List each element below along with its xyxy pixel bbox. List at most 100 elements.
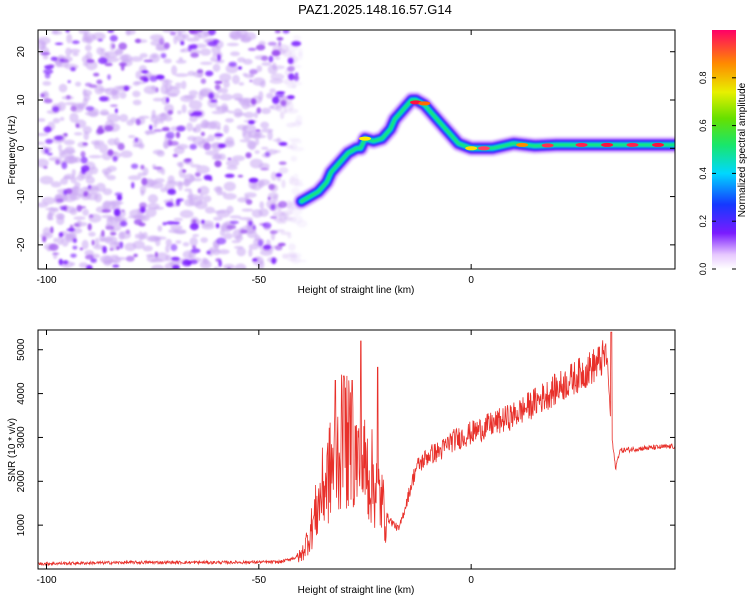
noise-speckle xyxy=(216,209,231,218)
noise-speckle xyxy=(38,132,49,137)
noise-speckle xyxy=(238,82,245,86)
noise-speckle xyxy=(245,199,253,205)
noise-speckle xyxy=(182,242,190,247)
x-tick-label: -50 xyxy=(252,575,267,586)
noise-speckle xyxy=(151,85,157,91)
noise-speckle xyxy=(102,246,107,254)
noise-speckle xyxy=(214,160,222,168)
noise-speckle xyxy=(263,244,272,250)
noise-speckle xyxy=(201,219,205,224)
noise-speckle xyxy=(155,87,159,93)
noise-speckle xyxy=(69,112,79,123)
noise-speckle xyxy=(59,149,66,156)
noise-speckle xyxy=(107,57,120,63)
noise-speckle xyxy=(167,175,175,183)
noise-speckle xyxy=(58,258,63,266)
noise-speckle xyxy=(267,196,271,201)
noise-speckle xyxy=(182,33,190,39)
colorbar-tick-label: 0.2 xyxy=(698,215,708,228)
noise-speckle xyxy=(85,82,92,87)
noise-speckle xyxy=(110,104,118,107)
noise-speckle xyxy=(226,165,238,171)
noise-speckle xyxy=(276,37,284,41)
noise-speckle xyxy=(214,80,223,85)
noise-speckle xyxy=(175,240,182,244)
noise-speckle xyxy=(111,256,122,264)
noise-speckle xyxy=(81,239,89,250)
noise-speckle xyxy=(290,146,305,152)
snr-plot: -100 -50 0 1000 2000 3000 4000 5000 Height of … xyxy=(7,329,676,596)
noise-speckle xyxy=(257,179,271,186)
noise-speckle xyxy=(130,56,143,62)
noise-speckle xyxy=(223,124,230,134)
noise-speckle xyxy=(209,120,221,130)
noise-speckle xyxy=(286,201,295,212)
noise-speckle xyxy=(278,201,288,208)
noise-speckle xyxy=(85,60,98,71)
noise-speckle xyxy=(160,84,169,95)
noise-speckle xyxy=(107,74,111,80)
noise-speckle xyxy=(238,217,253,221)
noise-speckle xyxy=(232,229,242,240)
noise-speckle xyxy=(192,234,200,237)
noise-speckle xyxy=(119,91,127,99)
noise-speckle xyxy=(104,125,114,132)
noise-speckle xyxy=(120,220,128,227)
noise-speckle xyxy=(58,83,68,93)
spectrogram-frame xyxy=(37,29,676,270)
noise-speckle xyxy=(101,209,112,213)
noise-speckle xyxy=(249,79,253,83)
noise-speckle xyxy=(141,177,148,186)
noise-speckle xyxy=(291,187,301,196)
noise-speckle xyxy=(291,75,300,80)
noise-speckle xyxy=(272,211,286,218)
noise-speckle xyxy=(275,105,283,112)
noise-speckle xyxy=(229,220,239,225)
noise-speckle xyxy=(47,152,53,156)
noise-speckle xyxy=(248,177,259,183)
spectrogram-x-ticks: -100 -50 0 xyxy=(36,30,474,286)
noise-speckle xyxy=(42,90,50,100)
noise-speckle xyxy=(287,66,295,72)
noise-speckle xyxy=(272,65,285,70)
noise-speckle xyxy=(203,142,211,151)
noise-speckle xyxy=(245,152,252,159)
noise-speckle xyxy=(43,98,53,104)
noise-speckle xyxy=(226,42,239,47)
noise-speckle xyxy=(51,30,63,35)
noise-speckle xyxy=(99,143,108,154)
noise-speckle xyxy=(42,55,49,60)
noise-speckle xyxy=(138,222,146,227)
noise-speckle xyxy=(97,57,108,64)
colorbar-tick-label: 0.6 xyxy=(698,119,708,132)
x-tick-label: 0 xyxy=(468,575,474,586)
noise-speckle xyxy=(183,158,192,163)
noise-speckle xyxy=(211,110,226,115)
snr-y-axis-label: SNR (10 * v/v) xyxy=(7,418,18,482)
noise-speckle xyxy=(239,139,251,143)
noise-speckle xyxy=(54,135,64,141)
noise-speckle xyxy=(87,223,92,231)
noise-speckle xyxy=(83,193,88,197)
noise-speckle xyxy=(166,221,176,225)
noise-speckle xyxy=(60,206,67,211)
noise-speckle xyxy=(258,208,269,217)
noise-speckle xyxy=(112,156,118,162)
noise-speckle xyxy=(55,159,60,165)
noise-speckle xyxy=(206,250,211,255)
noise-speckle xyxy=(288,137,301,142)
noise-speckle xyxy=(112,264,120,268)
noise-speckle xyxy=(114,85,127,89)
noise-speckle xyxy=(228,110,234,114)
colorbar-tick-label: 0.4 xyxy=(698,167,708,180)
noise-speckle xyxy=(82,142,88,146)
noise-speckle xyxy=(242,131,253,140)
noise-speckle xyxy=(40,93,45,98)
noise-speckle xyxy=(88,231,96,237)
noise-speckle xyxy=(197,188,202,194)
noise-speckle xyxy=(189,143,197,150)
noise-speckle xyxy=(97,38,103,42)
noise-speckle xyxy=(134,233,140,239)
noise-speckle xyxy=(162,30,174,33)
noise-speckle xyxy=(155,252,169,262)
